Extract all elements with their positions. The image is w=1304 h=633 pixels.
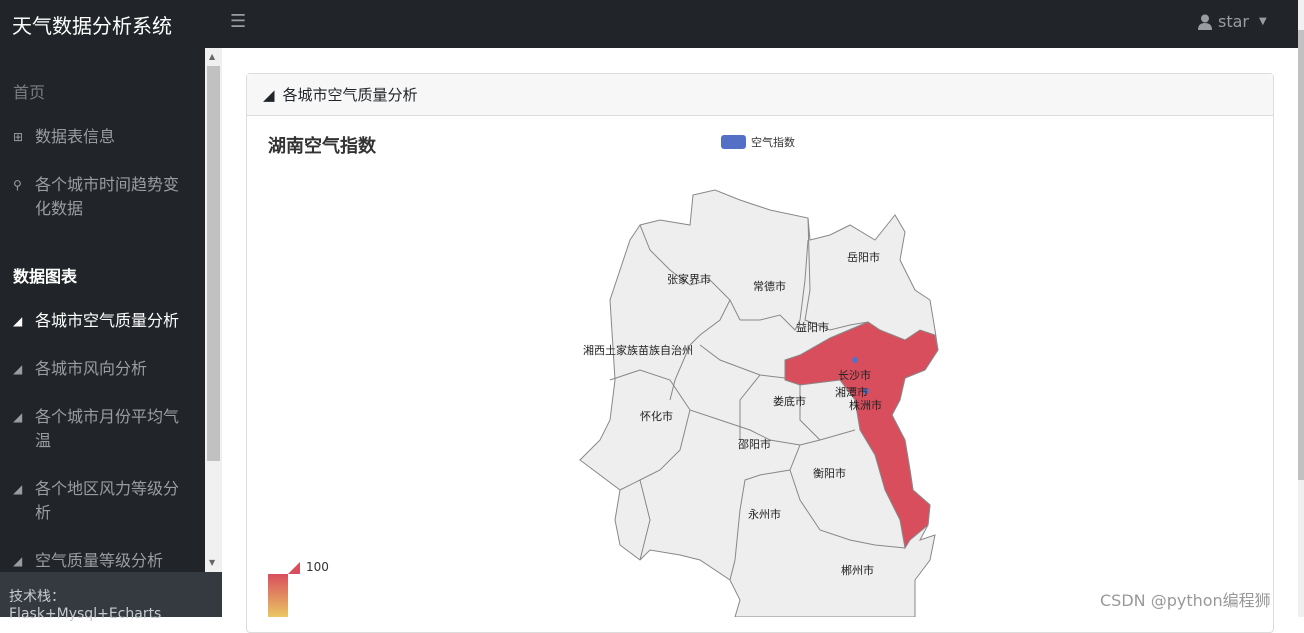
sidebar-item-wind-direction[interactable]: ◢ 各城市风向分析 — [13, 357, 193, 381]
region-label: 怀化市 — [640, 410, 673, 423]
area-chart-icon: ◢ — [13, 410, 23, 424]
region-label: 湘潭市 — [835, 386, 868, 399]
page-scrollbar[interactable] — [1298, 0, 1304, 617]
region-label: 衡阳市 — [813, 467, 846, 480]
sidebar-item-monthly-temp[interactable]: ◢ 各个城市月份平均气温 — [13, 405, 193, 453]
sidebar-heading-home[interactable]: 首页 — [13, 83, 46, 102]
brand-title[interactable]: 天气数据分析系统 — [12, 14, 172, 38]
table-icon: ⊞ — [13, 130, 24, 144]
card-title: 各城市空气质量分析 — [282, 86, 418, 104]
map-region-changsha-zhuzhou[interactable] — [784, 321, 939, 550]
visual-map-max: 100 — [306, 560, 329, 574]
area-chart-icon: ◢ — [13, 314, 23, 328]
hunan-map[interactable] — [0, 0, 1304, 617]
caret-down-icon: ▼ — [1259, 16, 1267, 27]
menu-icon[interactable]: ☰ — [230, 11, 247, 32]
region-label: 益阳市 — [796, 321, 829, 334]
region-label: 湘西土家族苗族自治州 — [583, 344, 693, 357]
sidebar-scroll-thumb[interactable] — [207, 66, 220, 461]
sidebar-item-wind-level[interactable]: ◢ 各个地区风力等级分析 — [13, 477, 193, 525]
area-chart-icon: ◢ — [263, 85, 275, 104]
region-label: 常德市 — [753, 280, 786, 293]
top-navbar: 天气数据分析系统 ☰ star ▼ — [0, 0, 1298, 48]
area-chart-icon: ◢ — [13, 482, 23, 496]
sidebar-heading-charts: 数据图表 — [13, 267, 78, 286]
legend-swatch — [721, 135, 746, 149]
map-point-changsha[interactable] — [852, 357, 858, 363]
search-icon: ⚲ — [13, 178, 22, 192]
legend-label: 空气指数 — [751, 136, 795, 149]
user-name: star — [1218, 12, 1249, 31]
scroll-up-icon[interactable]: ▲ — [209, 52, 216, 61]
visual-map-handle[interactable] — [288, 562, 300, 574]
map-region-base[interactable] — [579, 189, 939, 617]
sidebar-item-air-quality[interactable]: ◢ 各城市空气质量分析 — [13, 309, 193, 333]
sidebar: 首页 ⊞ 数据表信息 ⚲ 各个城市时间趋势变化数据 数据图表 ◢ 各城市空气质量分析 … — [0, 48, 205, 572]
scroll-down-icon[interactable]: ▼ — [209, 558, 216, 567]
region-label: 邵阳市 — [738, 438, 771, 451]
region-label: 郴州市 — [841, 564, 874, 577]
sidebar-scrollbar[interactable]: ▲ ▼ — [205, 48, 222, 572]
region-label: 岳阳市 — [847, 251, 880, 264]
area-chart-icon: ◢ — [13, 362, 23, 376]
region-label: 张家界市 — [667, 273, 711, 286]
area-chart-icon: ◢ — [13, 554, 23, 568]
page-scroll-thumb[interactable] — [1298, 30, 1304, 480]
map-point-zhuzhou[interactable] — [863, 388, 869, 394]
card-header: ◢ 各城市空气质量分析 — [247, 74, 1273, 116]
visual-map-bar[interactable] — [268, 574, 288, 617]
sidebar-footer: 技术栈：Flask+Mysql+Echarts — [0, 572, 222, 622]
sidebar-item-table-info[interactable]: ⊞ 数据表信息 — [13, 125, 193, 149]
chart-legend[interactable]: 空气指数 — [721, 134, 795, 150]
sidebar-item-city-trend[interactable]: ⚲ 各个城市时间趋势变化数据 — [13, 173, 193, 221]
region-label: 长沙市 — [838, 369, 871, 382]
watermark: CSDN @python编程狮 — [1100, 591, 1271, 610]
region-label: 株洲市 — [849, 399, 882, 412]
sidebar-item-air-level[interactable]: ◢ 空气质量等级分析 — [13, 549, 193, 572]
chart-title: 湖南空气指数 — [268, 136, 376, 157]
user-dropdown[interactable]: star ▼ — [1198, 12, 1267, 31]
user-icon — [1198, 14, 1212, 30]
region-borders — [609, 217, 906, 581]
region-label: 永州市 — [748, 508, 781, 521]
air-quality-card: ◢ 各城市空气质量分析 — [246, 73, 1274, 633]
region-label: 娄底市 — [773, 395, 806, 408]
